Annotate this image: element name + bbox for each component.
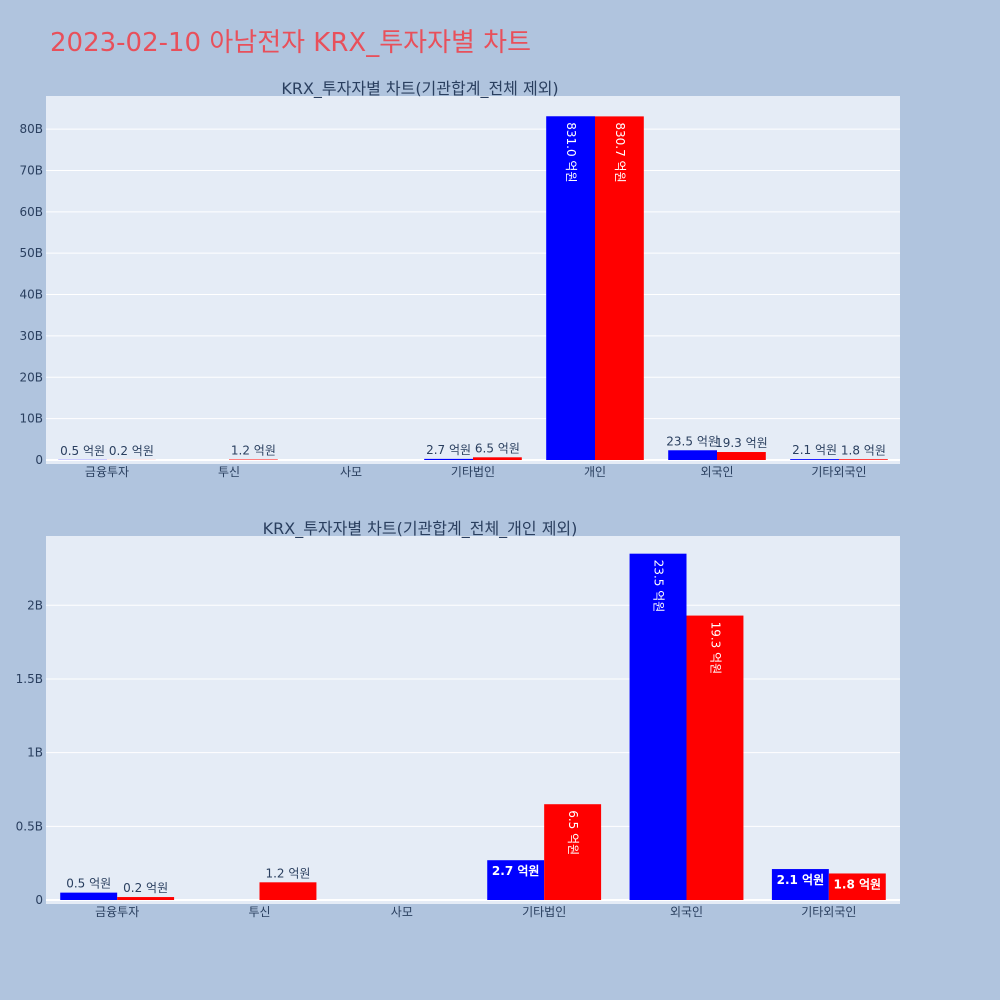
x-tick-label: 개인 — [584, 465, 606, 479]
y-tick-label: 0 — [35, 453, 43, 467]
chart-title: KRX_투자자별 차트(기관합계_전체_개인 제외) — [263, 519, 578, 539]
x-tick-label: 기타외국인 — [801, 905, 856, 919]
data-label: 830.7 억원 — [613, 122, 627, 182]
data-label: 1.8 억원 — [841, 443, 886, 457]
data-label: 2.7 억원 — [426, 443, 471, 457]
data-label: 23.5 억원 — [652, 560, 666, 613]
page-title: 2023-02-10 아남전자 KRX_투자자별 차트 — [50, 28, 532, 58]
y-tick-label: 20B — [19, 370, 43, 384]
chart-title: KRX_투자자별 차트(기관합계_전체 제외) — [281, 79, 558, 99]
bar-series-b — [828, 873, 886, 900]
data-label: 23.5 억원 — [666, 434, 719, 448]
bar-series-a — [790, 459, 839, 460]
y-tick-label: 0.5B — [16, 819, 43, 833]
bar-series-a — [487, 860, 545, 900]
y-tick-label: 30B — [19, 329, 43, 343]
bar-series-a — [546, 116, 595, 460]
x-tick-label: 금융투자 — [95, 905, 139, 919]
y-tick-label: 0 — [35, 893, 43, 907]
data-label: 2.7 억원 — [492, 864, 540, 878]
data-label: 1.8 억원 — [834, 877, 882, 891]
bar-series-b — [544, 804, 602, 900]
y-tick-label: 70B — [19, 163, 43, 177]
chart-2: 0 0.5B 1B 1.5B 2B KRX_투자자별 차트(기관합계_전체_개인 제외) 금… — [16, 519, 900, 919]
y-tick-label: 2B — [27, 598, 43, 612]
y-tick-label: 1B — [27, 746, 43, 760]
data-label: 1.2 억원 — [265, 866, 310, 880]
x-tick-label: 투신 — [248, 905, 270, 919]
x-tick-label: 기타법인 — [522, 905, 566, 919]
data-label: 6.5 억원 — [566, 810, 580, 855]
bar-series-a — [629, 553, 687, 900]
plot-area — [46, 536, 900, 904]
x-tick-label: 금융투자 — [85, 465, 129, 479]
bar-series-b — [686, 615, 744, 900]
bar-series-a — [771, 869, 829, 900]
data-label: 2.1 억원 — [792, 443, 837, 457]
data-label: 0.5 억원 — [60, 444, 105, 458]
chart-1: 0 10B 20B 30B 40B 50B 60B 70B 80B KRX_투자자별 차트(기관합… — [19, 79, 900, 479]
x-tick-label: 외국인 — [700, 465, 733, 479]
x-tick-label: 투신 — [218, 465, 240, 479]
x-tick-label: 기타법인 — [451, 465, 495, 479]
data-label: 2.1 억원 — [777, 873, 825, 887]
bar-series-b — [117, 897, 175, 900]
bar-series-a — [668, 450, 717, 460]
data-label: 0.5 억원 — [66, 877, 111, 891]
data-label: 831.0 억원 — [564, 122, 578, 182]
bar-series-b — [839, 459, 888, 460]
data-label: 1.2 억원 — [231, 444, 276, 458]
y-tick-label: 80B — [19, 122, 43, 136]
x-tick-label: 사모 — [391, 905, 413, 919]
bar-series-a — [60, 892, 118, 900]
data-label: 0.2 억원 — [123, 881, 168, 895]
y-tick-label: 10B — [19, 412, 43, 426]
bar-series-b — [259, 882, 317, 900]
y-tick-label: 50B — [19, 246, 43, 260]
y-tick-label: 1.5B — [16, 672, 43, 686]
bar-series-b — [473, 457, 522, 460]
bar-series-b — [595, 116, 644, 460]
bar-series-b — [717, 452, 766, 460]
data-label: 19.3 억원 — [715, 436, 768, 450]
bar-series-a — [424, 458, 473, 460]
data-label: 19.3 억원 — [708, 622, 722, 675]
data-label: 0.2 억원 — [109, 444, 154, 458]
x-tick-label: 기타외국인 — [811, 465, 866, 479]
data-label: 6.5 억원 — [475, 441, 520, 455]
x-tick-label: 외국인 — [670, 905, 703, 919]
y-tick-label: 60B — [19, 205, 43, 219]
y-tick-label: 40B — [19, 288, 43, 302]
plot-area — [46, 96, 900, 464]
x-tick-label: 사모 — [340, 465, 362, 479]
